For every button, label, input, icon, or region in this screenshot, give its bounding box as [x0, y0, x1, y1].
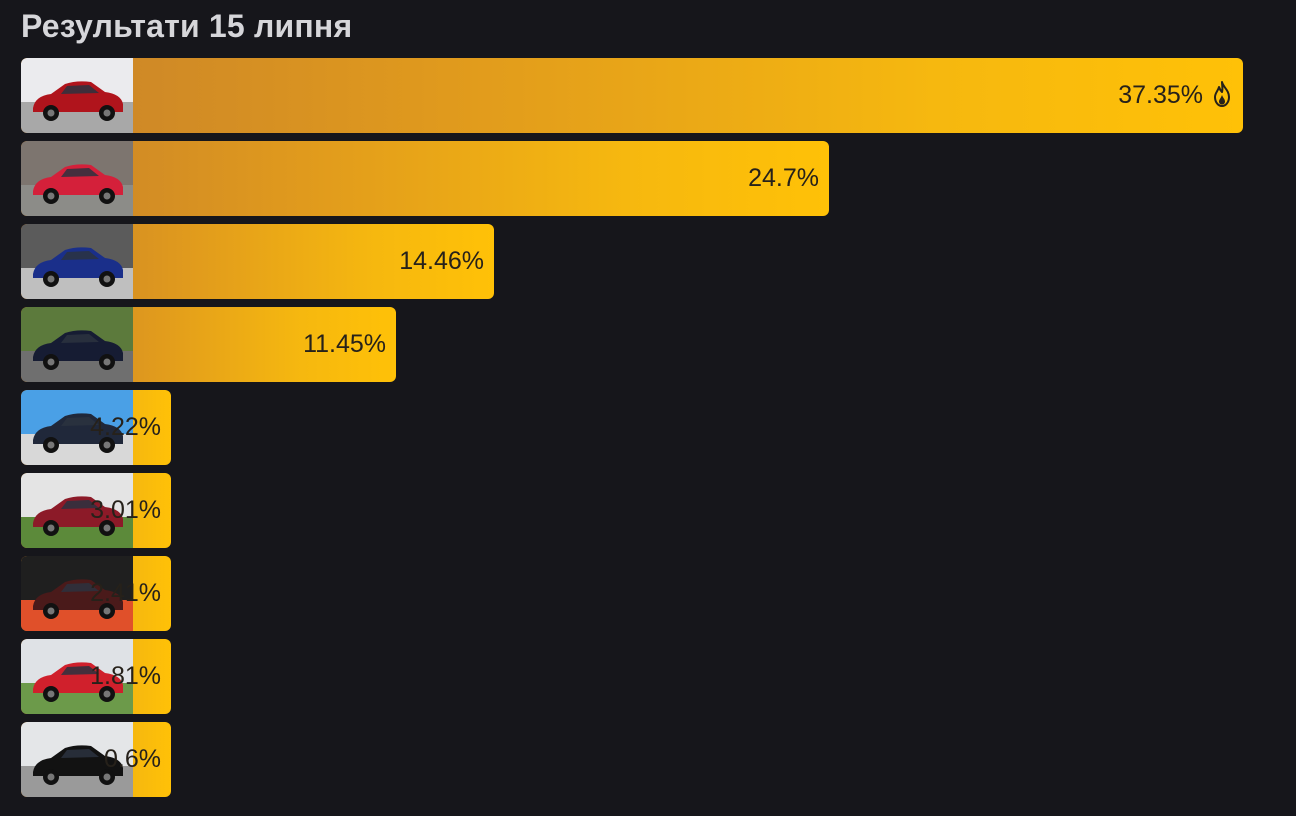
results-bar-chart: 37.35% 24.7% 14.46% 11.45% 4.22% 3.01% 2.41% 1.…: [21, 58, 1261, 805]
result-value-label: 4.22%: [90, 390, 161, 465]
result-value-text: 4.22%: [90, 413, 161, 441]
result-value-text: 14.46%: [399, 247, 484, 275]
result-bar: 1.81%: [21, 639, 171, 714]
result-bar: 14.46%: [21, 224, 494, 299]
red-minivan-photo-icon: [21, 473, 133, 548]
result-bar: 11.45%: [21, 307, 396, 382]
result-value-label: 3.01%: [90, 473, 161, 548]
dark-red-suv-photo-icon: [21, 556, 133, 631]
result-value-label: 1.81%: [90, 639, 161, 714]
result-value-text: 0.6%: [104, 745, 161, 773]
result-row: 37.35%: [21, 58, 1261, 133]
result-value-label: 0.6%: [104, 722, 161, 797]
result-value-text: 11.45%: [303, 330, 386, 358]
result-bar: 24.7%: [21, 141, 829, 216]
red-hatchback-photo-icon: [21, 141, 133, 216]
result-value-text: 37.35%: [1118, 81, 1203, 109]
car-thumbnail: [21, 307, 133, 382]
result-value-label: 11.45%: [303, 307, 386, 382]
car-thumbnail: [21, 722, 133, 797]
car-thumbnail: [21, 473, 133, 548]
result-value-text: 1.81%: [90, 662, 161, 690]
result-value-label: 24.7%: [748, 141, 819, 216]
result-row: 2.41%: [21, 556, 1261, 631]
result-row: 0.6%: [21, 722, 1261, 797]
dark-van-photo-icon: [21, 390, 133, 465]
car-thumbnail: [21, 390, 133, 465]
result-value-text: 2.41%: [90, 579, 161, 607]
result-row: 24.7%: [21, 141, 1261, 216]
result-bar: 2.41%: [21, 556, 171, 631]
car-thumbnail: [21, 224, 133, 299]
result-row: 4.22%: [21, 390, 1261, 465]
result-bar: 0.6%: [21, 722, 171, 797]
result-bar: 3.01%: [21, 473, 171, 548]
result-row: 14.46%: [21, 224, 1261, 299]
page-title: Результати 15 липня: [21, 8, 353, 44]
car-thumbnail: [21, 556, 133, 631]
result-value-label: 37.35%: [1118, 58, 1233, 133]
car-thumbnail: [21, 58, 133, 133]
black-wagon-photo-icon: [21, 722, 133, 797]
red-wagon-photo-icon: [21, 639, 133, 714]
result-value-text: 3.01%: [90, 496, 161, 524]
result-bar: 37.35%: [21, 58, 1243, 133]
result-row: 3.01%: [21, 473, 1261, 548]
result-value-label: 14.46%: [399, 224, 484, 299]
fire-icon: [1214, 81, 1230, 108]
result-bar: 4.22%: [21, 390, 171, 465]
car-thumbnail: [21, 141, 133, 216]
result-value-text: 24.7%: [748, 164, 819, 192]
dark-sedan-photo-icon: [21, 307, 133, 382]
result-row: 1.81%: [21, 639, 1261, 714]
blue-coupe-photo-icon: [21, 224, 133, 299]
car-thumbnail: [21, 639, 133, 714]
result-row: 11.45%: [21, 307, 1261, 382]
result-value-label: 2.41%: [90, 556, 161, 631]
red-coupe-photo-icon: [21, 58, 133, 133]
